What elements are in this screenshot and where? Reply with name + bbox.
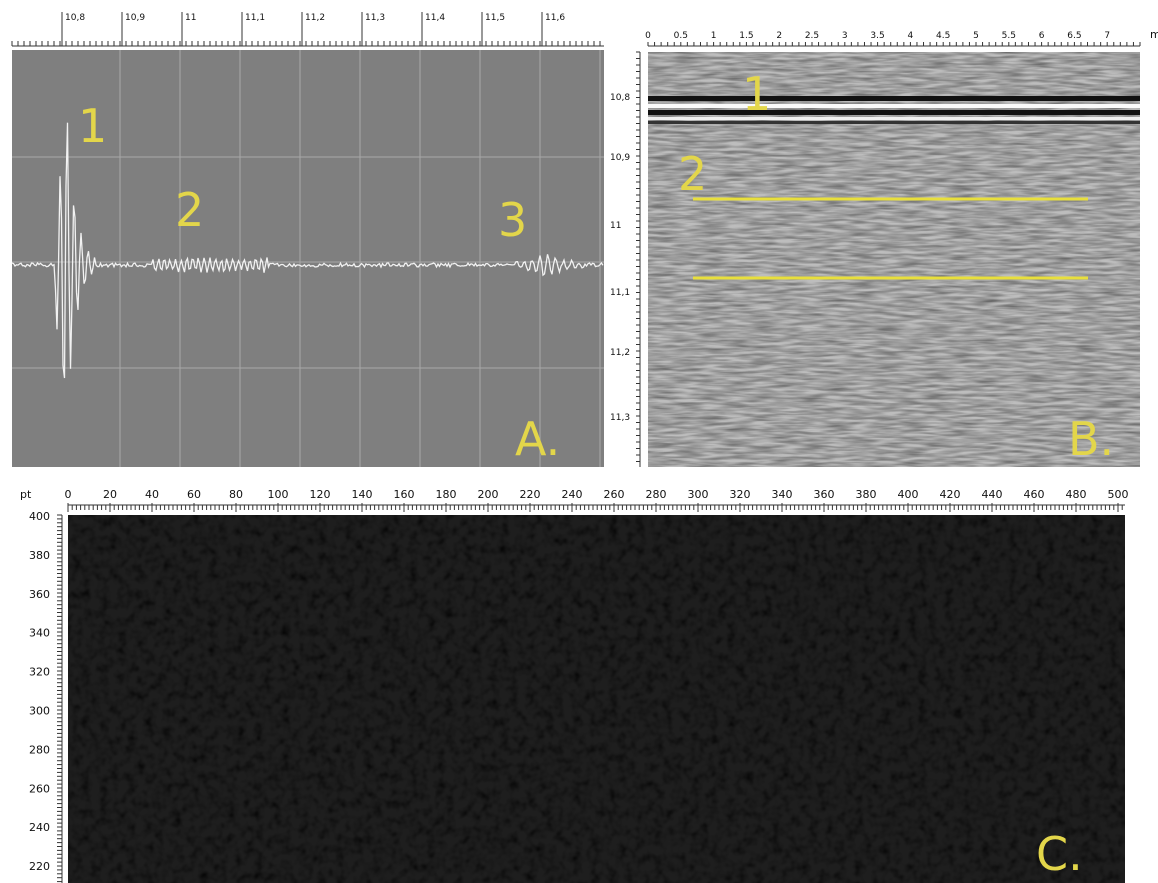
panel-a-grid [12,50,604,467]
y-tick-label: 320 [29,666,50,679]
x-tick-label: 10,9 [125,13,145,23]
y-tick-label: 240 [29,821,50,834]
x-tick-label: 11 [185,13,196,23]
x-tick-label: 340 [772,488,793,501]
y-tick-label: 11,2 [610,348,630,358]
panel-a-plot [12,50,604,467]
x-tick-label: 460 [1024,488,1045,501]
annotation: 2 [175,183,204,237]
x-tick-label: 80 [229,488,243,501]
ruler-ticks [11,12,1141,883]
x-tick-label: 11,1 [245,13,265,23]
x-tick-label: 120 [310,488,331,501]
x-tick-label: 3 [842,31,848,41]
annotation: 1 [78,99,107,153]
x-tick-label: 7 [1104,31,1110,41]
x-tick-label: 300 [688,488,709,501]
x-tick-label: 0 [65,488,72,501]
x-tick-label: 320 [730,488,751,501]
axis-label: pt [20,488,32,501]
annotation: 1 [742,67,771,121]
panel-label: C. [1036,827,1083,881]
waveform [11,122,604,379]
annotation: 3 [498,193,527,247]
y-tick-label: 10,8 [610,93,630,103]
x-tick-label: 420 [940,488,961,501]
x-tick-label: 11,4 [425,13,445,23]
y-tick-label: 11,1 [610,288,630,298]
x-tick-label: 60 [187,488,201,501]
x-tick-label: 1 [711,31,717,41]
x-tick-label: 380 [856,488,877,501]
x-tick-label: 4.5 [936,31,950,41]
x-tick-label: 240 [562,488,583,501]
y-tick-label: 260 [29,782,50,795]
x-tick-label: 1.5 [739,31,753,41]
y-tick-label: 220 [29,860,50,873]
x-tick-label: 0.5 [674,31,688,41]
annotation: 2 [678,147,707,201]
y-tick-label: 360 [29,588,50,601]
reflection-band [648,121,1140,124]
y-tick-label: 280 [29,743,50,756]
x-tick-label: 140 [352,488,373,501]
x-tick-label: 440 [982,488,1003,501]
x-tick-label: 260 [604,488,625,501]
x-tick-label: 5.5 [1002,31,1016,41]
speckle-texture [68,515,1125,883]
x-tick-label: 11,3 [365,13,385,23]
x-tick-label: 360 [814,488,835,501]
x-tick-label: 480 [1066,488,1087,501]
reflection-band [648,117,1140,120]
x-tick-label: 20 [103,488,117,501]
x-tick-label: 0 [645,31,651,41]
x-tick-label: 11,5 [485,13,505,23]
y-tick-label: 11,3 [610,413,630,423]
x-tick-label: 6.5 [1067,31,1081,41]
x-tick-label: 180 [436,488,457,501]
x-tick-label: 200 [478,488,499,501]
x-tick-label: 11,6 [545,13,565,23]
y-tick-label: 400 [29,510,50,523]
x-tick-label: 3.5 [870,31,884,41]
y-tick-label: 11 [610,221,621,231]
reflection-band [648,110,1140,115]
y-tick-label: 10,9 [610,153,630,163]
x-tick-label: 5 [973,31,979,41]
y-tick-label: 300 [29,705,50,718]
panel-label: B. [1068,412,1114,466]
y-tick-label: 380 [29,549,50,562]
x-tick-label: 220 [520,488,541,501]
x-tick-label: 6 [1039,31,1045,41]
y-tick-label: 340 [29,627,50,640]
x-tick-label: 10,8 [65,13,85,23]
x-tick-label: 11,2 [305,13,325,23]
unit-label: m [1150,28,1158,41]
reflection-band [648,104,1140,108]
x-tick-label: 2 [776,31,782,41]
x-tick-label: 40 [145,488,159,501]
x-tick-label: 2.5 [805,31,819,41]
x-tick-label: 100 [268,488,289,501]
panel-label: A. [515,412,560,466]
x-tick-label: 280 [646,488,667,501]
x-tick-label: 160 [394,488,415,501]
x-tick-label: 400 [898,488,919,501]
reflection-band [648,96,1140,101]
x-tick-label: 4 [908,31,914,41]
x-tick-label: 500 [1108,488,1129,501]
